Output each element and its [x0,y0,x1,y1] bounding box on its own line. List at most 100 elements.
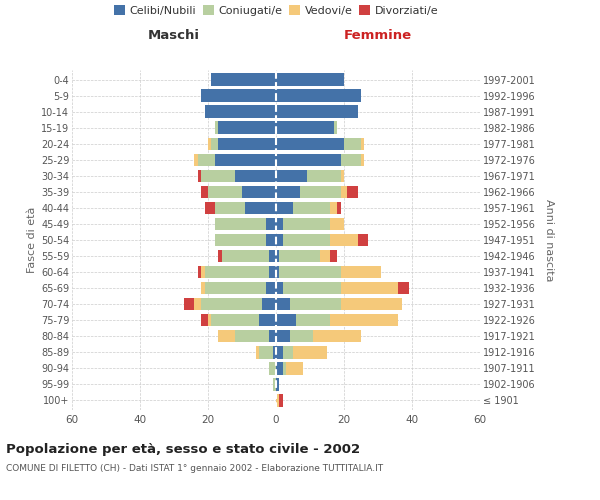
Bar [320,250,331,262]
Text: COMUNE DI FILETTO (CH) - Dati ISTAT 1° gennaio 2002 - Elaborazione TUTTITALIA.IT: COMUNE DI FILETTO (CH) - Dati ISTAT 1° g… [6,464,383,473]
Bar [201,282,205,294]
Bar [266,282,276,294]
Bar [331,218,344,230]
Bar [276,90,361,102]
Bar [256,346,259,358]
Bar [276,154,341,166]
Bar [201,170,235,182]
Bar [290,330,313,342]
Y-axis label: Anni di nascita: Anni di nascita [544,198,554,281]
Bar [269,362,276,374]
Bar [235,170,276,182]
Bar [358,234,368,246]
Bar [266,234,276,246]
Bar [280,250,320,262]
Bar [283,362,286,374]
Bar [198,154,215,166]
Bar [235,330,269,342]
Bar [276,378,280,390]
Bar [293,202,331,214]
Bar [361,154,364,166]
Bar [211,314,259,326]
Bar [198,266,201,278]
Bar [269,266,276,278]
Bar [296,314,331,326]
Bar [331,314,398,326]
Bar [300,186,341,198]
Bar [283,282,341,294]
Bar [184,298,194,310]
Bar [276,122,334,134]
Bar [218,138,276,150]
Bar [205,202,215,214]
Bar [266,218,276,230]
Bar [341,186,347,198]
Bar [276,330,290,342]
Bar [215,202,245,214]
Bar [341,298,402,310]
Bar [276,170,307,182]
Bar [276,362,283,374]
Text: Maschi: Maschi [148,30,200,43]
Bar [259,314,276,326]
Bar [341,282,398,294]
Bar [272,346,276,358]
Bar [283,218,331,230]
Bar [205,106,276,118]
Y-axis label: Fasce di età: Fasce di età [26,207,37,273]
Bar [276,266,280,278]
Bar [208,138,211,150]
Bar [208,314,211,326]
Bar [331,202,337,214]
Bar [361,138,364,150]
Bar [276,314,296,326]
Bar [276,346,283,358]
Bar [341,170,344,182]
Bar [201,298,262,310]
Bar [205,266,269,278]
Bar [280,394,283,406]
Bar [398,282,409,294]
Bar [272,378,276,390]
Bar [283,346,293,358]
Bar [276,250,280,262]
Bar [205,282,266,294]
Bar [283,234,331,246]
Bar [221,250,269,262]
Bar [341,154,361,166]
Bar [269,330,276,342]
Bar [198,170,201,182]
Legend: Celibi/Nubili, Coniugati/e, Vedovi/e, Divorziati/e: Celibi/Nubili, Coniugati/e, Vedovi/e, Di… [109,1,443,20]
Bar [218,250,221,262]
Bar [276,218,283,230]
Bar [276,138,344,150]
Bar [331,250,337,262]
Bar [344,138,361,150]
Bar [259,346,272,358]
Bar [276,74,344,86]
Bar [280,266,341,278]
Bar [245,202,276,214]
Bar [334,122,337,134]
Bar [215,234,266,246]
Bar [194,298,201,310]
Bar [218,122,276,134]
Bar [201,186,208,198]
Bar [276,186,300,198]
Bar [215,122,218,134]
Bar [331,234,358,246]
Bar [201,90,276,102]
Bar [215,218,266,230]
Bar [341,266,382,278]
Bar [313,330,361,342]
Bar [286,362,303,374]
Bar [218,330,235,342]
Bar [276,282,283,294]
Bar [276,202,293,214]
Bar [215,154,276,166]
Bar [290,298,341,310]
Text: Popolazione per età, sesso e stato civile - 2002: Popolazione per età, sesso e stato civil… [6,442,360,456]
Bar [276,106,358,118]
Bar [262,298,276,310]
Bar [269,250,276,262]
